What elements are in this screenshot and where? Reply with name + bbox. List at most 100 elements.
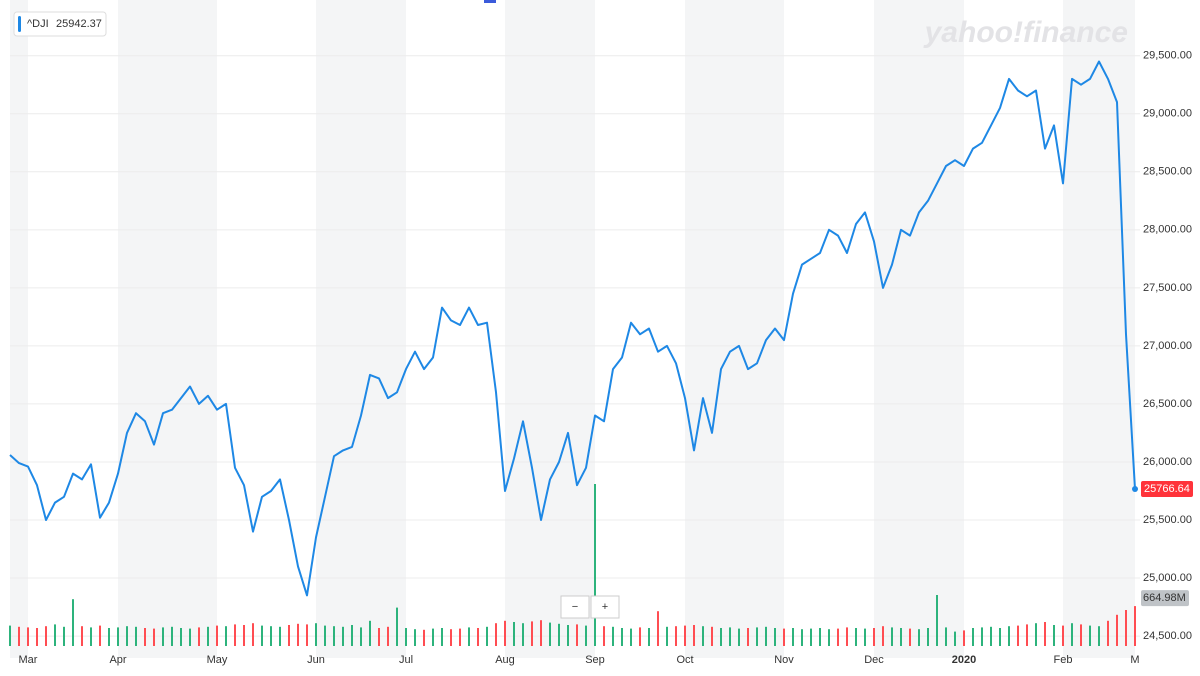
volume-bar	[1044, 622, 1046, 646]
volume-bar	[954, 631, 956, 646]
grid	[10, 55, 1140, 637]
volume-bar	[621, 628, 623, 646]
volume-bar	[369, 620, 371, 646]
y-tick-label: 28,000.00	[1143, 224, 1192, 236]
zoom-in[interactable]	[590, 595, 620, 619]
volume-bar	[1125, 610, 1127, 646]
volume-bar	[171, 626, 173, 646]
volume-bar	[765, 626, 767, 646]
x-tick-label: Sep	[585, 654, 605, 666]
volume-tag	[1141, 590, 1189, 607]
volume-bar	[846, 627, 848, 646]
volume-bar	[594, 484, 596, 646]
x-tick-label: Feb	[1054, 654, 1073, 666]
y-tick-label: 27,000.00	[1143, 340, 1192, 352]
volume-bar	[1134, 606, 1136, 646]
legend-symbol: ^DJI	[27, 18, 49, 30]
volume-bar	[576, 624, 578, 646]
month-band	[505, 0, 595, 658]
volume-bar	[918, 629, 920, 646]
volume-bar	[1035, 623, 1037, 646]
volume-bars	[9, 484, 1136, 646]
volume-bar	[36, 628, 38, 646]
x-tick-label: Jun	[307, 654, 325, 666]
x-tick-label: May	[207, 654, 228, 666]
volume-bar	[828, 629, 830, 646]
volume-bar	[423, 629, 425, 646]
volume-bar	[468, 627, 470, 646]
volume-bar	[882, 626, 884, 646]
volume-bar	[252, 623, 254, 646]
month-band	[685, 0, 784, 658]
volume-bar	[513, 622, 515, 646]
volume-bar	[387, 626, 389, 646]
volume-bar	[207, 626, 209, 646]
y-tick-label: 27,500.00	[1143, 282, 1192, 294]
volume-bar	[162, 627, 164, 646]
volume-bar	[612, 626, 614, 646]
volume-bar	[855, 628, 857, 646]
volume-bar	[927, 628, 929, 646]
volume-bar	[261, 625, 263, 646]
volume-bar	[648, 628, 650, 646]
volume-bar	[81, 626, 83, 646]
volume-bar	[18, 626, 20, 646]
zoom-out[interactable]	[560, 595, 590, 619]
volume-bar	[1098, 626, 1100, 646]
volume-bar	[54, 624, 56, 646]
volume-bar	[477, 628, 479, 646]
x-tick-label: Mar	[19, 654, 38, 666]
x-tick-label: Oct	[676, 654, 693, 666]
zoom-in-label[interactable]: +	[602, 601, 608, 613]
x-tick-label: M	[1130, 654, 1139, 666]
volume-bar	[45, 626, 47, 646]
y-tick-label: 25,000.00	[1143, 572, 1192, 584]
x-tick-label: Dec	[864, 654, 884, 666]
volume-bar	[270, 626, 272, 646]
volume-bar	[243, 625, 245, 646]
volume-bar	[333, 626, 335, 646]
zoom-out-label[interactable]: −	[572, 601, 578, 613]
volume-bar	[837, 628, 839, 646]
volume-bar	[864, 628, 866, 646]
volume-bar	[603, 626, 605, 646]
volume-bar	[198, 627, 200, 646]
volume-bar	[720, 628, 722, 646]
volume-bar	[1026, 624, 1028, 646]
volume-bar	[684, 625, 686, 646]
volume-bar	[693, 625, 695, 646]
volume-bar	[999, 628, 1001, 646]
top-indicator	[484, 0, 496, 3]
volume-bar	[504, 620, 506, 646]
volume-bar	[909, 628, 911, 646]
month-bands	[10, 0, 1135, 658]
y-tick-label: 24,500.00	[1143, 630, 1192, 642]
volume-bar	[729, 627, 731, 646]
volume-bar	[234, 624, 236, 646]
month-band	[1063, 0, 1135, 658]
volume-bar	[990, 626, 992, 646]
legend-swatch	[18, 16, 21, 32]
volume-bar	[549, 622, 551, 646]
volume-bar	[585, 625, 587, 646]
volume-bar	[27, 627, 29, 646]
volume-bar	[756, 627, 758, 646]
volume-bar	[9, 625, 11, 646]
volume-bar	[117, 627, 119, 646]
legend-box	[13, 11, 107, 37]
volume-bar	[1017, 625, 1019, 646]
volume-bar	[459, 628, 461, 646]
volume-bar	[810, 628, 812, 646]
volume-bar	[144, 628, 146, 646]
volume-bar	[1071, 623, 1073, 646]
volume-bar	[315, 623, 317, 646]
volume-bar	[441, 628, 443, 646]
volume-bar	[675, 626, 677, 646]
volume-bar	[396, 607, 398, 646]
volume-bar	[945, 627, 947, 646]
volume-bar	[135, 626, 137, 646]
volume-bar	[747, 628, 749, 646]
volume-bar	[981, 627, 983, 646]
volume-bar	[1062, 625, 1064, 646]
volume-tag-label: 664.98M	[1143, 592, 1186, 604]
